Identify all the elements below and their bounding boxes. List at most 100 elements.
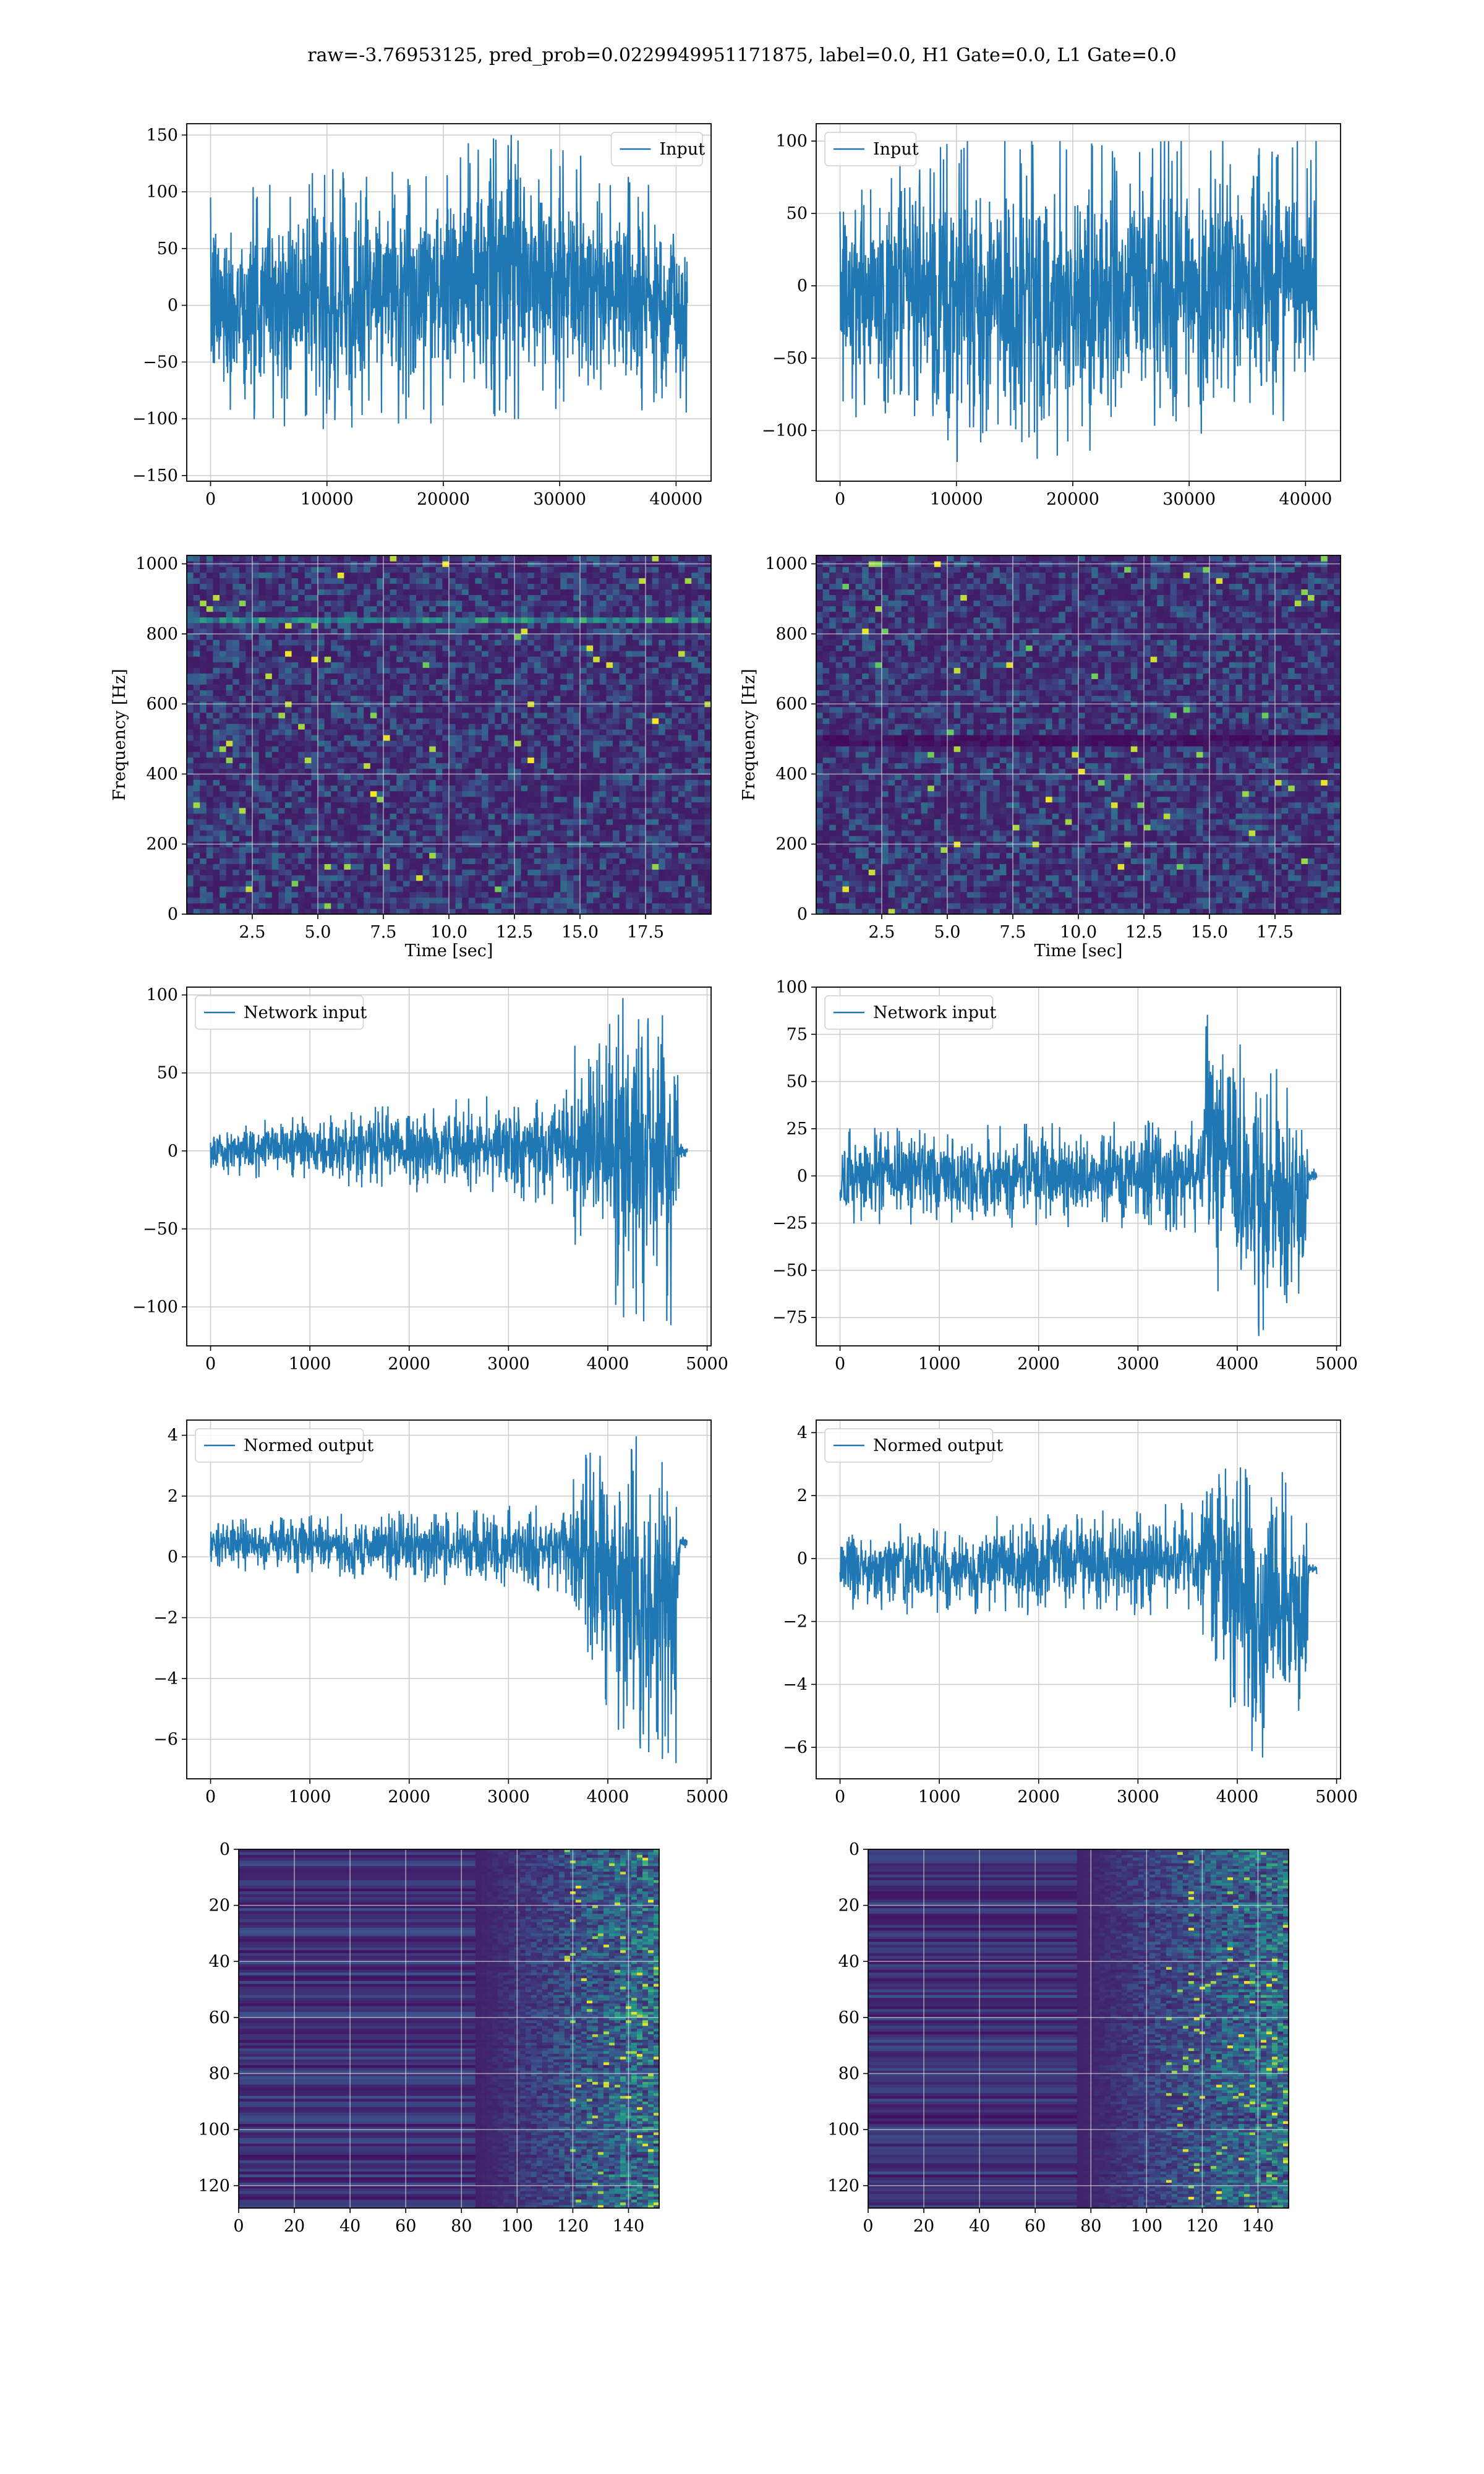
heatmap-cells — [868, 1849, 1289, 2208]
x-tick-label: 0 — [835, 1787, 845, 1807]
axes-frame — [816, 123, 1341, 482]
y-tick-label: 40 — [838, 1952, 859, 1971]
y-tick-label: 0 — [797, 276, 808, 296]
chart-panel-spectrogram-l1: 2.5 5.0 7.5 10.0 12.5 15.0 17.5 0 200 400 600 800 10… — [740, 555, 1341, 961]
chart-panel-spectrogram-h1: 2.5 5.0 7.5 10.0 12.5 15.0 17.5 0 200 400 600 800 10… — [110, 555, 712, 961]
y-tick-label: 120 — [827, 2177, 859, 2196]
y-tick-label: −50 — [143, 353, 178, 372]
legend: Network input — [195, 995, 367, 1030]
y-tick-label: 400 — [146, 764, 178, 784]
y-tick-label: −25 — [772, 1214, 808, 1233]
x-tick-label: 5000 — [686, 1787, 728, 1807]
x-tick-label: 12.5 — [1125, 923, 1162, 942]
x-tick-label: 120 — [557, 2217, 589, 2236]
series-line — [210, 1436, 688, 1763]
y-tick-label: 120 — [198, 2177, 230, 2196]
axes-frame — [816, 1419, 1341, 1779]
x-tick-label: 2000 — [1017, 1787, 1060, 1807]
y-tick-label: 100 — [146, 182, 178, 202]
y-tick-label: −50 — [772, 349, 808, 368]
legend-box — [610, 132, 703, 166]
y-tick-label: 0 — [168, 1142, 178, 1161]
y-tick-label: 0 — [797, 905, 808, 924]
chart-panel-input-h1: 0 10000 20000 30000 40000 −150 −100 −50 0 50 100 15… — [132, 123, 712, 509]
x-axis-label: Time [sec] — [1034, 941, 1123, 961]
y-tick-label: 1000 — [135, 555, 178, 574]
y-tick-label: 400 — [775, 764, 808, 784]
y-tick-label: 100 — [198, 2120, 230, 2139]
x-tick-label: 30000 — [1162, 490, 1216, 509]
x-tick-label: 4000 — [587, 1355, 629, 1374]
x-tick-label: 15.0 — [1191, 923, 1228, 942]
y-tick-label: 0 — [168, 1547, 178, 1567]
x-tick-label: 10.0 — [1060, 923, 1097, 942]
y-tick-label: 2 — [168, 1487, 178, 1506]
chart-panel-normed-output-h1: 0 1000 2000 3000 4000 5000 −6 −4 −2 0 2 4 Normed out… — [153, 1419, 728, 1807]
y-tick-label: 40 — [209, 1952, 230, 1971]
y-tick-label: 75 — [787, 1025, 808, 1044]
y-tick-label: −100 — [762, 421, 808, 440]
y-axis-label: Frequency [Hz] — [110, 669, 129, 800]
x-tick-label: 5.0 — [305, 923, 331, 942]
grid-lines — [187, 555, 711, 915]
axes-frame — [186, 987, 712, 1346]
x-tick-label: 120 — [1187, 2217, 1219, 2236]
y-tick-label: 20 — [209, 1896, 230, 1915]
chart-panel-normed-output-l1: 0 1000 2000 3000 4000 5000 −6 −4 −2 0 2 4 Normed out… — [783, 1419, 1358, 1807]
x-tick-label: 20000 — [417, 490, 470, 509]
legend-box — [824, 995, 994, 1030]
legend-box — [824, 1428, 994, 1463]
grid-lines — [816, 555, 1341, 915]
y-tick-label: 60 — [209, 2008, 230, 2027]
x-tick-label: 0 — [205, 490, 216, 509]
x-tick-label: 10.0 — [430, 923, 467, 942]
legend: Normed output — [824, 1428, 1003, 1463]
x-tick-label: 0 — [205, 1787, 216, 1807]
y-tick-label: −50 — [772, 1261, 808, 1280]
x-tick-label: 0 — [205, 1355, 216, 1374]
x-tick-label: 3000 — [487, 1787, 530, 1807]
x-tick-label: 3000 — [1117, 1787, 1159, 1807]
y-tick-label: 100 — [775, 132, 808, 151]
y-tick-label: 100 — [827, 2120, 859, 2139]
heatmap-cells — [187, 555, 711, 914]
y-tick-label: −75 — [772, 1308, 808, 1327]
x-tick-label: 0 — [863, 2217, 873, 2236]
chart-panel-network-input-l1: 0 1000 2000 3000 4000 5000 −75 −50 −25 0 25 50 75 100… — [772, 978, 1358, 1374]
x-tick-label: 5.0 — [934, 923, 961, 942]
x-tick-label: 12.5 — [496, 923, 533, 942]
y-axis-label: Frequency [Hz] — [740, 669, 759, 800]
legend-label: Normed output — [873, 1436, 1003, 1455]
y-tick-label: 200 — [146, 835, 178, 854]
x-tick-label: 7.5 — [1000, 923, 1026, 942]
y-tick-label: 25 — [787, 1119, 808, 1139]
x-tick-label: 140 — [1242, 2217, 1274, 2236]
y-tick-label: −100 — [132, 409, 178, 429]
axes-frame — [868, 1849, 1289, 2209]
y-tick-label: 4 — [168, 1426, 178, 1445]
chart-panel-feature-map-h1: 0 20 40 60 80 100 120 140 0 20 40 60 80 100 120 — [198, 1840, 660, 2236]
y-tick-label: 80 — [209, 2065, 230, 2084]
legend-label: Input — [660, 140, 706, 159]
y-tick-label: −2 — [153, 1608, 178, 1627]
legend-label: Input — [873, 140, 919, 159]
legend-label: Normed output — [244, 1436, 373, 1455]
y-tick-label: 600 — [775, 695, 808, 714]
y-tick-label: −4 — [783, 1675, 808, 1694]
x-tick-label: 80 — [1080, 2217, 1101, 2236]
legend-label: Network input — [244, 1003, 367, 1022]
x-tick-label: 17.5 — [627, 923, 664, 942]
x-tick-label: 40 — [969, 2217, 990, 2236]
series-line — [839, 1467, 1318, 1758]
x-tick-label: 0 — [233, 2217, 244, 2236]
legend-label: Network input — [873, 1003, 996, 1022]
x-tick-label: 1000 — [918, 1787, 961, 1807]
y-tick-label: −4 — [153, 1669, 178, 1689]
y-tick-label: −6 — [153, 1730, 178, 1749]
x-tick-label: 20 — [913, 2217, 934, 2236]
y-tick-label: −2 — [783, 1612, 808, 1632]
y-tick-label: −100 — [132, 1298, 178, 1317]
x-tick-label: 2000 — [388, 1787, 430, 1807]
y-tick-label: 4 — [797, 1423, 808, 1442]
